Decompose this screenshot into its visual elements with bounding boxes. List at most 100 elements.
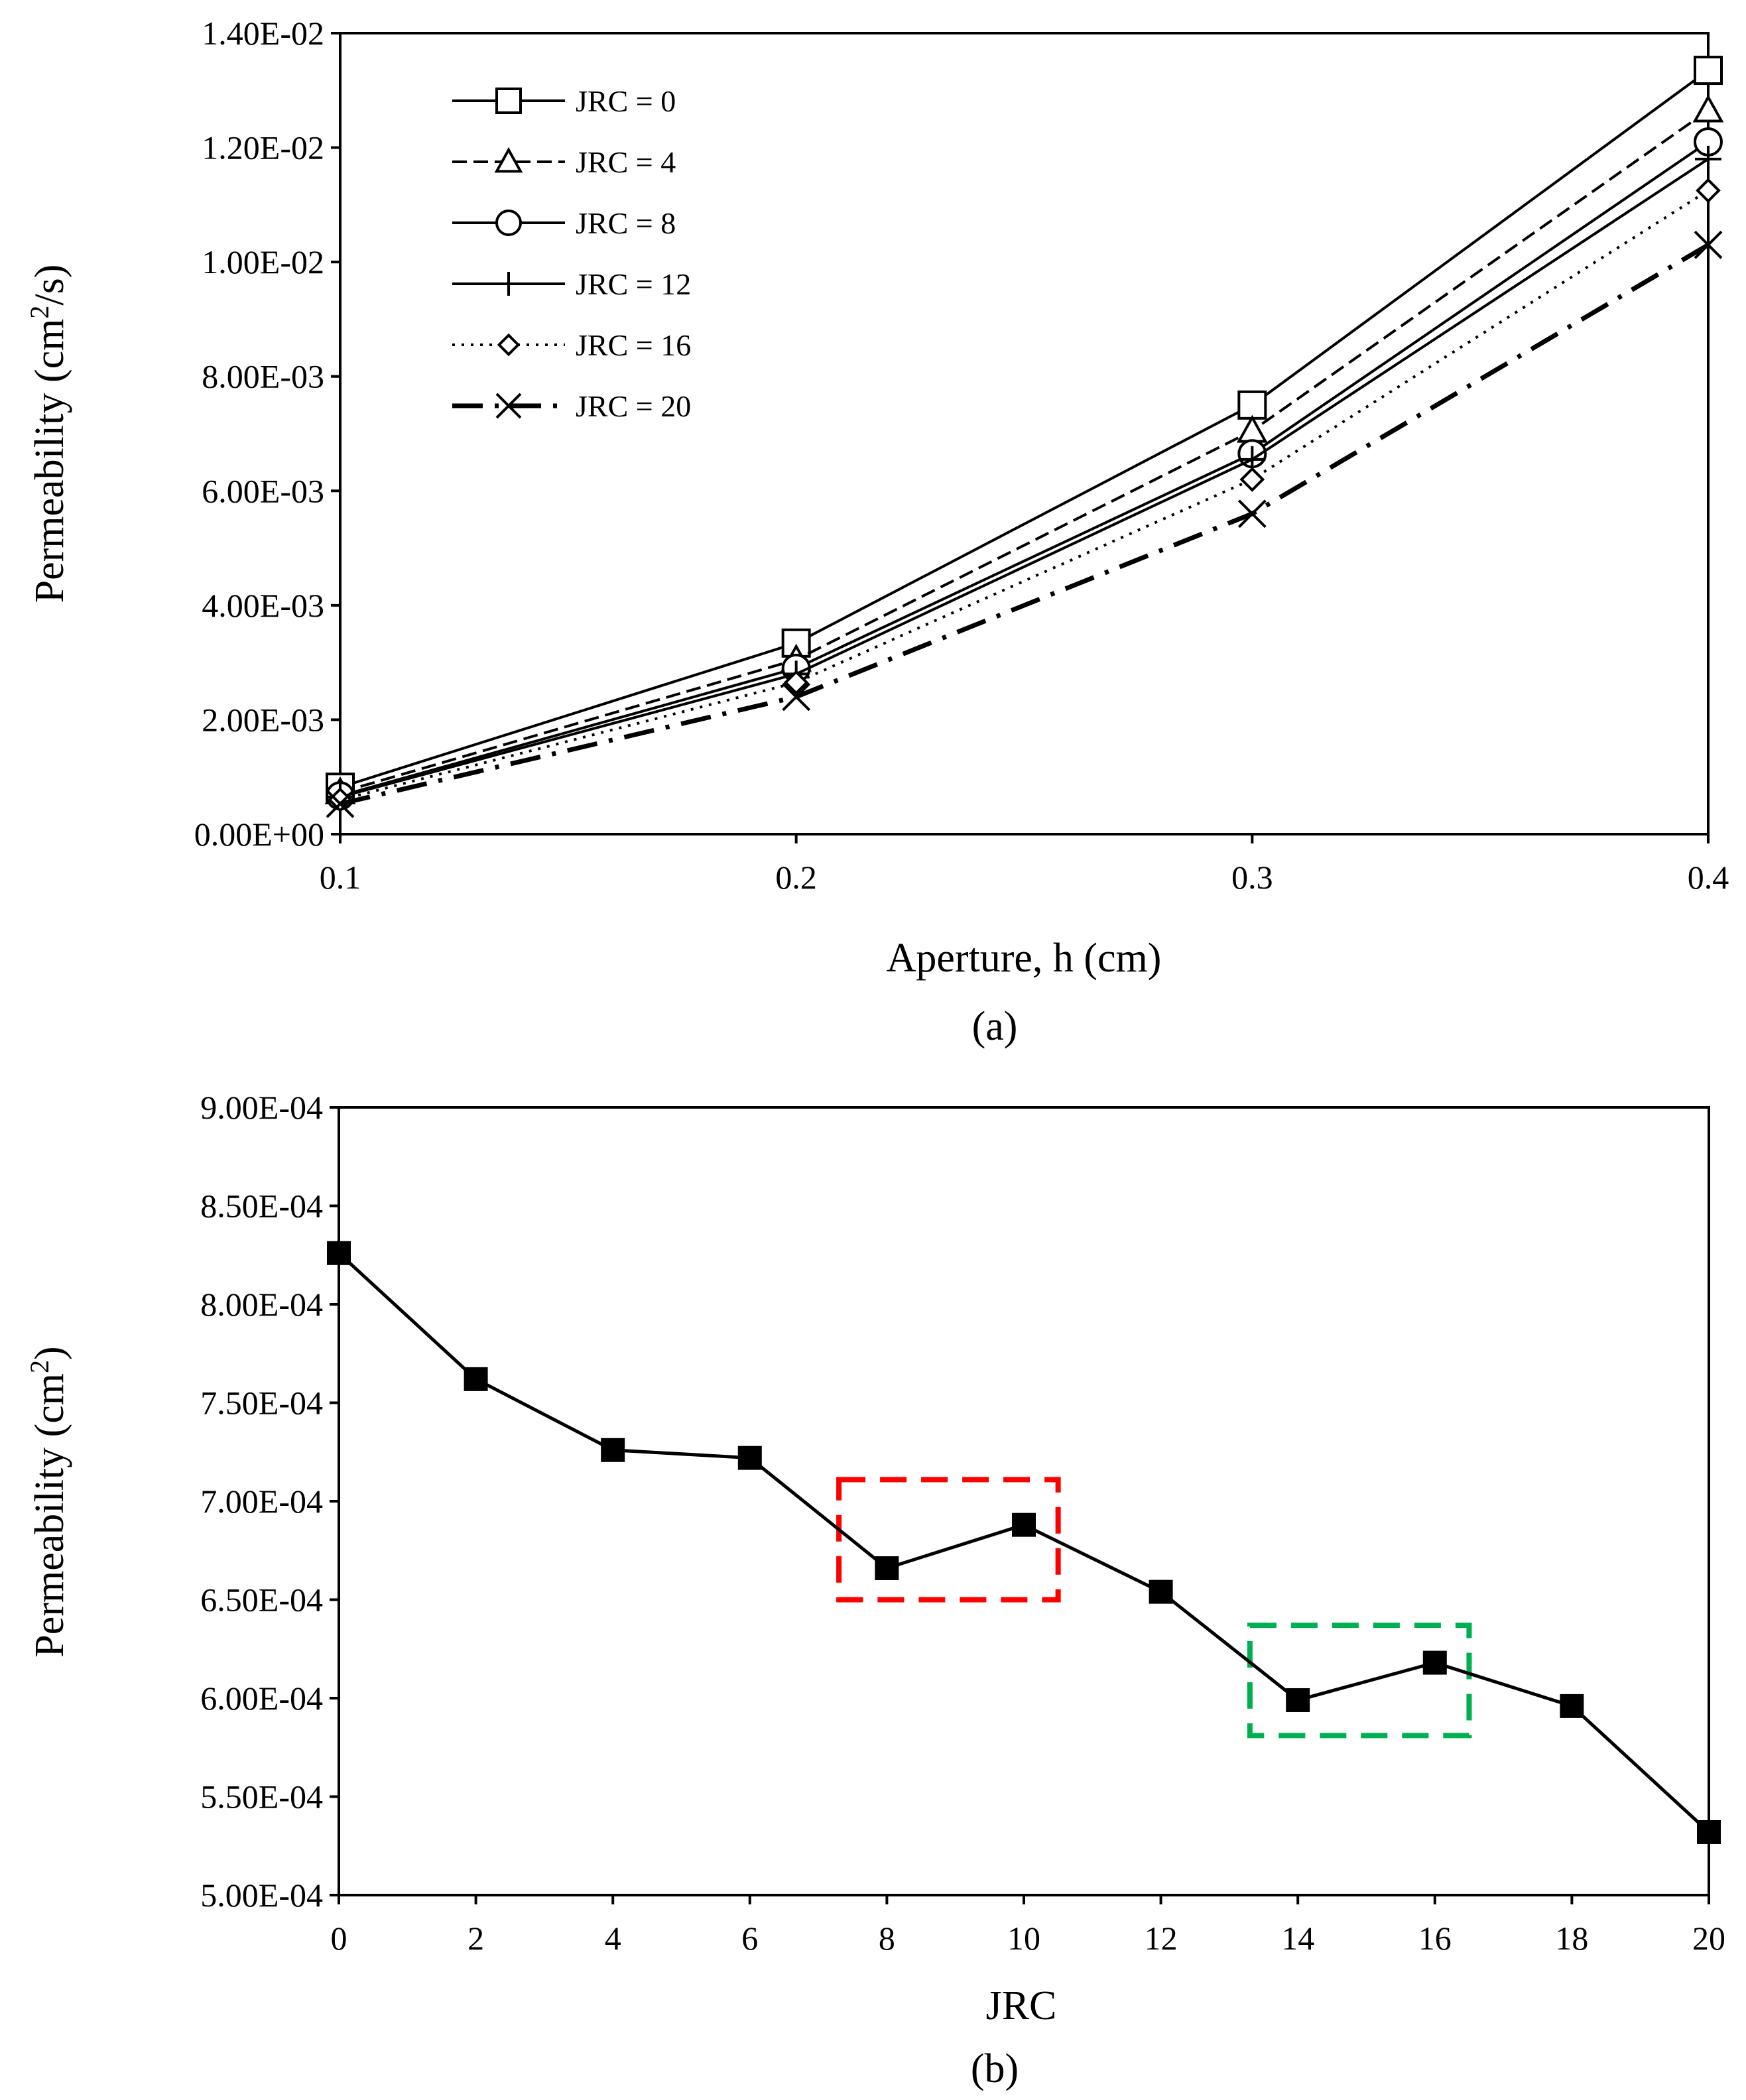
panel-a-legend-item: JRC = 8 xyxy=(452,206,676,240)
panel-a-y-tick-label: 1.00E-02 xyxy=(202,243,324,280)
panel-a-data-point xyxy=(1695,145,1721,172)
panel-a-series-line xyxy=(340,141,1710,798)
panel-a-y-tick-label: 6.00E-03 xyxy=(202,472,324,509)
panel-a-x-tick-label: 0.3 xyxy=(1231,859,1273,896)
panel-a-series-line xyxy=(340,69,1710,789)
panel-b-data-point xyxy=(1149,1579,1173,1604)
panel-b-x-tick-label: 8 xyxy=(879,1920,895,1957)
panel-b: 5.00E-04 5.50E-04 6.00E-04 6.50E-04 7.00E-04… xyxy=(25,1089,1725,2091)
panel-b-data-point xyxy=(1012,1513,1036,1537)
panel-b-data-point xyxy=(464,1367,488,1391)
panel-a-x-tick-label: 0.1 xyxy=(320,859,361,896)
panel-a-data-point xyxy=(783,670,809,696)
panel-a-legend: JRC = 0 JRC = 4 JRC = 8 JRC = 12 JRC = 16 JRC… xyxy=(452,84,691,423)
panel-a-y-axis-label: Permeability (cm2/s) xyxy=(25,265,72,603)
panel-a-data-point xyxy=(1237,390,1267,420)
panel-a-data-point xyxy=(1694,230,1723,259)
panel-b-data-point xyxy=(737,1446,762,1470)
panel-a-data-point xyxy=(1692,94,1724,123)
panel-b-y-axis-label-tail: ) xyxy=(27,1346,72,1360)
panel-b-x-tick-label: 0 xyxy=(331,1920,347,1957)
panel-b-x-tick-label: 20 xyxy=(1692,1920,1725,1957)
panel-b-x-tick-label: 2 xyxy=(468,1920,484,1957)
panel-b-y-tick-label: 5.50E-04 xyxy=(200,1778,323,1816)
panel-b-x-tick-label: 10 xyxy=(1007,1920,1040,1957)
panel-a-y-ticks: 0.00E+00 2.00E-03 4.00E-03 6.00E-03 8.00E-03… xyxy=(194,15,340,853)
panel-a-data-point xyxy=(1696,178,1721,204)
panel-a-data-point xyxy=(1239,467,1265,492)
panel-b-x-tick-label: 6 xyxy=(741,1920,758,1957)
panel-b-y-axis-label-sup: 2 xyxy=(25,1360,54,1373)
panel-a-series xyxy=(324,56,1724,818)
panel-b-y-tick-label: 9.00E-04 xyxy=(200,1089,323,1126)
panel-a-legend-item: JRC = 4 xyxy=(452,145,676,179)
panel-a-y-tick-label: 8.00E-03 xyxy=(202,358,324,395)
panel-a-y-tick-label: 4.00E-03 xyxy=(202,587,324,624)
panel-a-legend-item: JRC = 20 xyxy=(452,389,691,423)
panel-b-y-tick-label: 6.50E-04 xyxy=(200,1581,323,1619)
panel-b-x-tick-label: 14 xyxy=(1281,1920,1314,1957)
panel-a-x-tick-label: 0.4 xyxy=(1688,859,1729,896)
panel-b-data-point xyxy=(601,1438,625,1462)
panel-b-panel-label: (b) xyxy=(971,2046,1019,2091)
panel-a-plot-frame xyxy=(339,32,1710,835)
panel-b-y-tick-label: 6.00E-04 xyxy=(200,1680,323,1717)
panel-b-y-tick-label: 5.00E-04 xyxy=(200,1877,323,1914)
panel-a-series-line xyxy=(340,243,1710,806)
panel-b-y-ticks: 5.00E-04 5.50E-04 6.00E-04 6.50E-04 7.00E-04… xyxy=(200,1089,339,1914)
panel-a-legend-label: JRC = 20 xyxy=(576,389,691,423)
panel-a-series-4 xyxy=(328,178,1721,813)
panel-a-panel-label: (a) xyxy=(972,1004,1018,1049)
panel-a-legend-marker xyxy=(497,333,521,357)
panel-a-y-tick-label: 1.20E-02 xyxy=(202,129,324,166)
panel-b-x-tick-label: 16 xyxy=(1418,1920,1452,1957)
panel-a-y-axis-label-tail: /s) xyxy=(27,265,72,306)
panel-a-series-line xyxy=(340,109,1710,794)
panel-a-legend-marker xyxy=(495,210,522,236)
panel-a-legend-marker xyxy=(494,147,523,173)
panel-b-series xyxy=(327,1241,1721,1844)
panel-b-data-point xyxy=(1697,1820,1721,1844)
panel-a-series-5 xyxy=(326,230,1723,818)
panel-b-x-tick-label: 18 xyxy=(1555,1920,1588,1957)
panel-a-legend-label: JRC = 16 xyxy=(576,328,691,362)
panel-b-data-point xyxy=(327,1241,351,1265)
panel-a-x-tick-label: 0.2 xyxy=(775,859,817,896)
panel-b-x-tick-label: 4 xyxy=(605,1920,621,1957)
panel-b-red-box xyxy=(836,1477,1061,1603)
panel-b-y-tick-label: 7.00E-04 xyxy=(200,1483,323,1520)
panel-a-y-tick-label: 0.00E+00 xyxy=(194,816,324,853)
panel-b-y-tick-label: 7.50E-04 xyxy=(200,1385,323,1422)
panel-a-y-tick-label: 2.00E-03 xyxy=(202,701,324,738)
panel-b-data-point xyxy=(1422,1650,1447,1675)
panel-b-y-axis-label: Permeability (cm2) xyxy=(25,1346,72,1657)
panel-a-legend-item: JRC = 16 xyxy=(452,328,691,362)
panel-a-legend-marker xyxy=(497,272,521,296)
panel-a-legend-label: JRC = 12 xyxy=(576,267,691,301)
panel-a: 0.00E+00 2.00E-03 4.00E-03 6.00E-03 8.00E-03… xyxy=(25,15,1729,1049)
panel-a-x-axis-label: Aperture, h (cm) xyxy=(887,936,1162,981)
panel-b-data-point xyxy=(1560,1694,1584,1718)
panel-a-data-point xyxy=(782,682,811,711)
panel-a-legend-item: JRC = 0 xyxy=(452,84,676,118)
panel-a-legend-label: JRC = 0 xyxy=(576,84,676,118)
panel-a-series-line xyxy=(340,158,1710,798)
panel-b-highlights xyxy=(836,1477,1472,1739)
panel-a-legend-item: JRC = 12 xyxy=(452,267,691,301)
panel-b-x-axis-label: JRC xyxy=(986,1983,1057,2028)
panel-a-data-point xyxy=(1694,56,1723,86)
panel-a-legend-marker xyxy=(495,393,522,419)
panel-a-y-tick-label: 1.40E-02 xyxy=(202,15,324,52)
panel-b-y-tick-label: 8.50E-04 xyxy=(200,1188,323,1225)
panel-b-x-ticks: 0 2 4 6 8 10 12 14 16 18 20 xyxy=(331,1895,1725,1957)
panel-b-y-axis-label-main: Permeability (cm xyxy=(27,1373,72,1658)
panel-b-x-tick-label: 12 xyxy=(1145,1920,1178,1957)
panel-b-data-point xyxy=(1286,1688,1310,1712)
panel-a-legend-label: JRC = 4 xyxy=(576,145,676,179)
panel-a-legend-marker xyxy=(495,88,522,114)
panel-a-y-axis-label-main: Permeability (cm xyxy=(27,319,72,603)
panel-a-legend-label: JRC = 8 xyxy=(576,206,676,240)
panel-b-y-tick-label: 8.00E-04 xyxy=(200,1286,323,1323)
panel-b-data-point xyxy=(875,1556,899,1580)
